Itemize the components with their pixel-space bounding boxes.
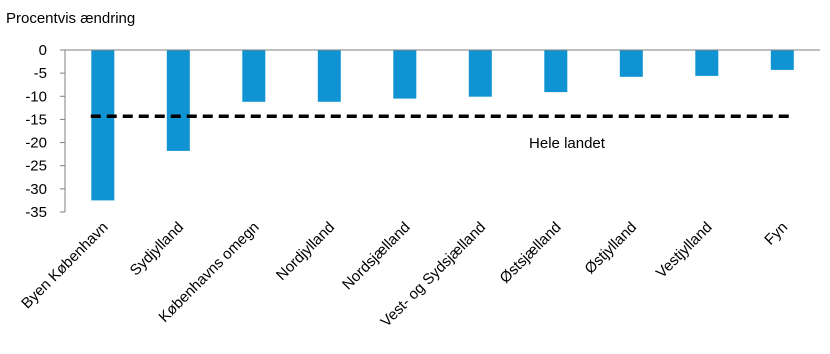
category-label: Fyn <box>761 219 791 249</box>
y-axis: 0 -5 -10 -15 -20 -25 -30 -35 <box>25 42 66 221</box>
category-label: Byen København <box>18 219 111 312</box>
y-axis-title: Procentvis ændring <box>6 10 136 27</box>
bars <box>65 49 820 201</box>
y-tick-label: 0 <box>39 42 47 59</box>
bar <box>619 50 643 77</box>
bar <box>91 50 115 201</box>
bar <box>544 50 568 93</box>
y-tick-label: -5 <box>34 65 47 82</box>
category-label: Nordsjælland <box>339 219 414 294</box>
bar <box>166 50 190 151</box>
bar <box>317 50 341 102</box>
y-tick-label: -25 <box>25 158 47 175</box>
bar <box>770 50 794 70</box>
bar <box>468 50 492 97</box>
reference-line: Hele landet <box>90 114 795 152</box>
category-label: Østjylland <box>581 219 640 278</box>
y-tick-label: -10 <box>25 88 47 105</box>
y-tick-label: -15 <box>25 111 47 128</box>
reference-line-label: Hele landet <box>529 135 606 152</box>
y-tick-label: -20 <box>25 135 47 152</box>
bar <box>393 50 417 99</box>
bar <box>695 50 719 76</box>
category-label: Sydjylland <box>127 219 187 279</box>
y-tick-label: -30 <box>25 181 47 198</box>
bar <box>242 50 266 102</box>
category-label: Østsjælland <box>497 219 565 287</box>
category-label: Nordjylland <box>273 219 338 284</box>
category-label: Vestjylland <box>653 219 716 282</box>
y-tick-label: -35 <box>25 204 47 221</box>
